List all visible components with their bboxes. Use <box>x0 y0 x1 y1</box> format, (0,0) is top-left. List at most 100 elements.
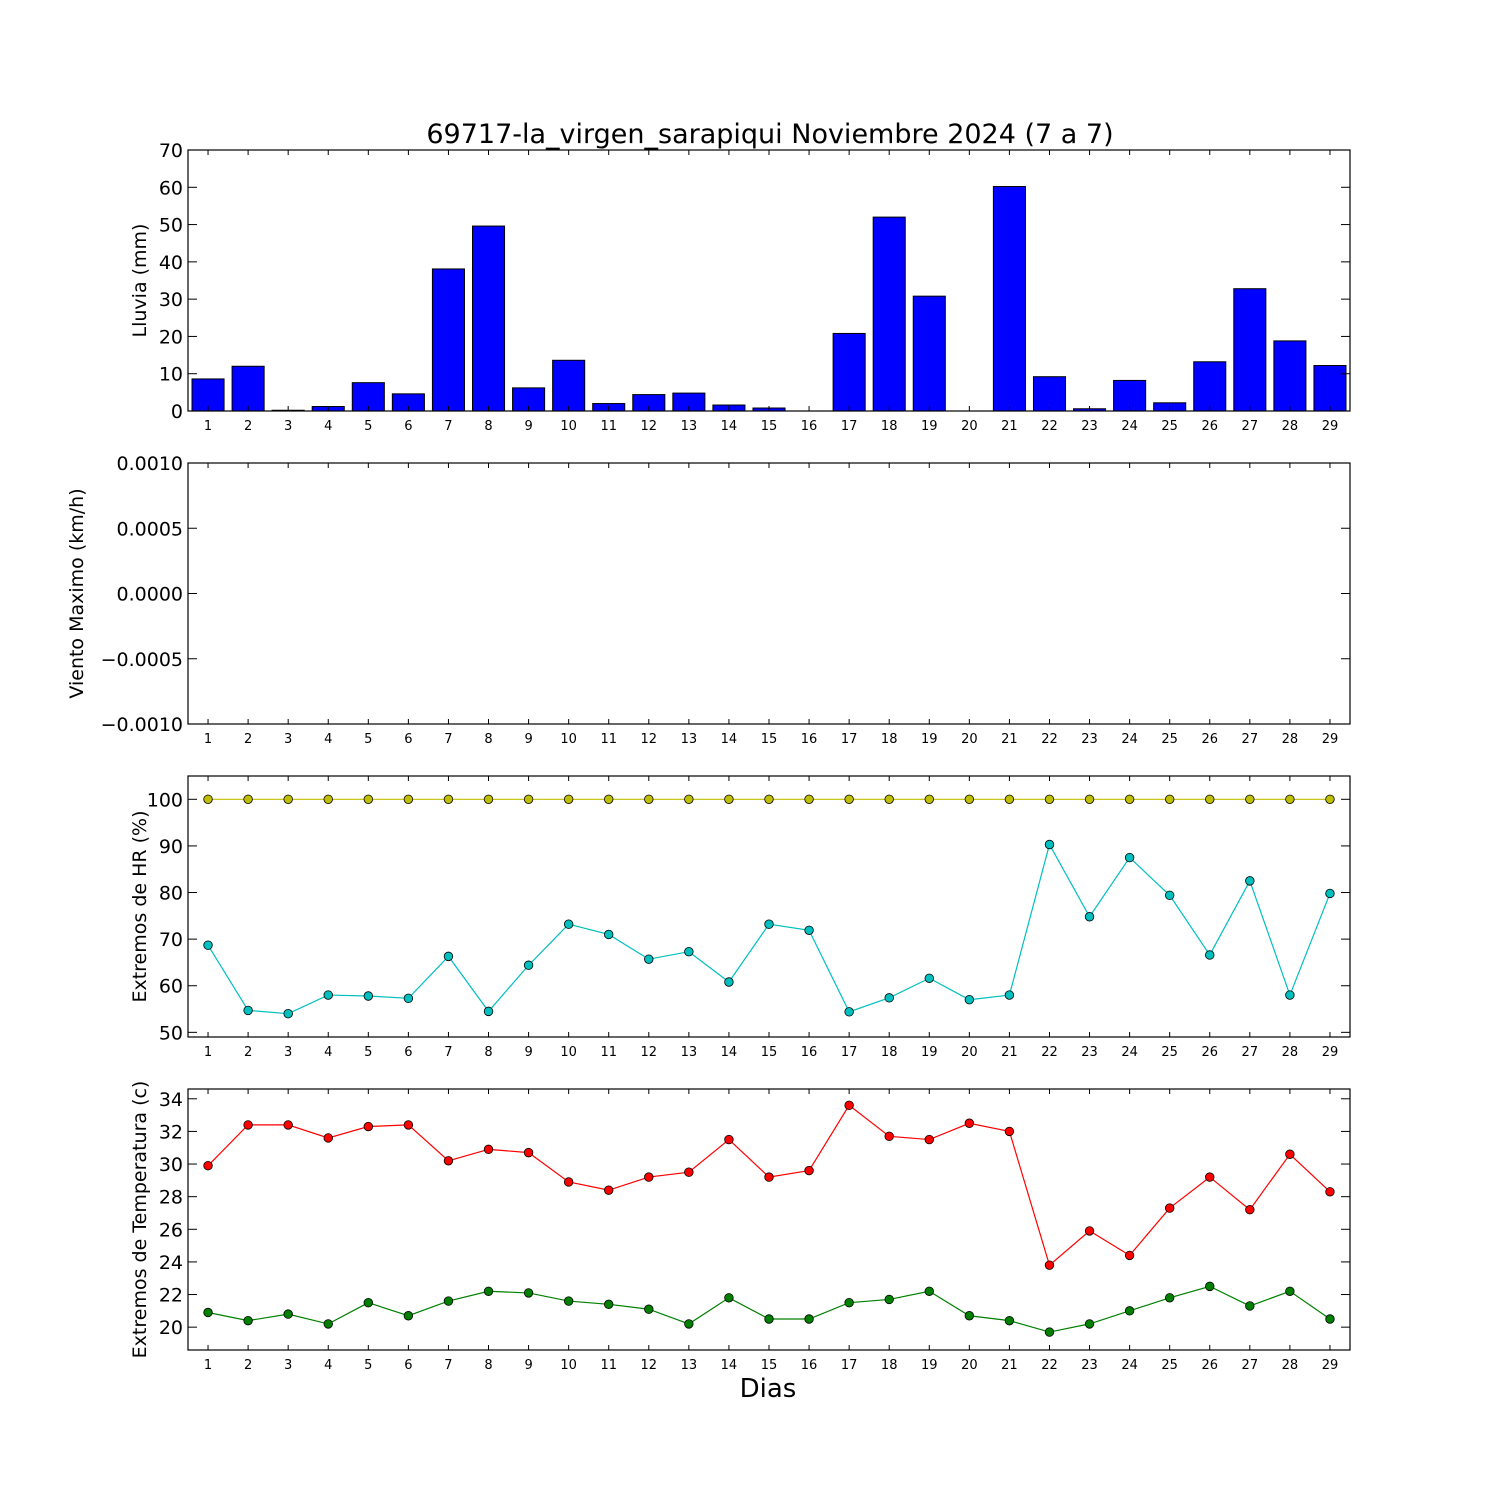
series-1-point-day-9 <box>523 794 534 805</box>
y-tick-label: 0.0000 <box>117 584 183 606</box>
y-tick-label: 30 <box>159 1154 183 1176</box>
series-1-point-day-8 <box>483 1144 494 1155</box>
y-tick-label: 20 <box>159 1317 183 1339</box>
panel-4: 1 2 3 4 5 6 7 8 9 10 11 12 13 14 15 16 17 18 19 20 21 22 23 24 2… <box>129 1081 1351 1373</box>
series-2-point-day-13 <box>684 947 694 957</box>
series-2-point-day-1 <box>203 1307 213 1318</box>
x-tick-label: 10 <box>560 419 577 434</box>
y-tick-label: 0.0010 <box>117 453 183 475</box>
x-tick-label: 12 <box>641 1045 658 1060</box>
x-tick-label: 17 <box>841 419 858 434</box>
x-tick-label: 11 <box>600 1045 617 1060</box>
x-tick-label: 10 <box>560 1045 577 1060</box>
y-tick-label: 28 <box>159 1187 183 1209</box>
series-1-point-day-3 <box>283 1120 293 1130</box>
series-2-point-day-19 <box>924 1286 934 1296</box>
y-tick-label: 40 <box>159 252 183 274</box>
panel-1: 1 2 3 4 5 6 7 8 9 10 11 12 13 14 15 16 17 18 19 20 21 22 23 24 2… <box>129 140 1351 434</box>
series-1-point-day-1 <box>203 1160 213 1171</box>
bar-day-27 <box>1233 288 1267 412</box>
x-tick-label: 2 <box>244 419 252 434</box>
x-tick-label: 20 <box>961 732 978 747</box>
series-2-point-day-9 <box>523 960 534 970</box>
series-1-point-day-4 <box>323 1133 333 1143</box>
x-tick-label: 5 <box>364 1358 372 1373</box>
x-tick-label: 29 <box>1322 732 1339 747</box>
bar-day-28 <box>1273 340 1307 412</box>
series-2-point-day-2 <box>243 1315 253 1326</box>
x-tick-label: 7 <box>444 732 452 747</box>
series-2-point-day-10 <box>563 919 574 929</box>
x-tick-label: 9 <box>524 1045 532 1060</box>
x-tick-label: 16 <box>801 419 818 434</box>
x-tick-label: 3 <box>284 419 292 434</box>
y-tick-label: 30 <box>159 289 183 311</box>
x-tick-label: 21 <box>1001 732 1018 747</box>
x-tick-label: 17 <box>841 1045 858 1060</box>
y-tick-label: 60 <box>159 177 183 199</box>
y-axis-label: Lluvia (mm) <box>129 224 151 338</box>
x-tick-label: 27 <box>1242 1045 1259 1060</box>
series-1-point-day-18 <box>884 794 894 805</box>
x-tick-label: 27 <box>1242 732 1259 747</box>
series-2-point-day-5 <box>363 991 374 1001</box>
x-tick-label: 28 <box>1282 1045 1299 1060</box>
series-2-point-day-23 <box>1084 1319 1095 1329</box>
bar-day-2 <box>231 365 265 412</box>
x-tick-label: 1 <box>204 419 212 434</box>
y-tick-label: 20 <box>159 326 183 348</box>
x-tick-label: 16 <box>801 1358 818 1373</box>
series-1-point-day-27 <box>1245 1205 1255 1215</box>
x-tick-label: 14 <box>721 419 738 434</box>
series-2-point-day-22 <box>1044 1327 1055 1337</box>
x-tick-label: 14 <box>721 732 738 747</box>
series-2-point-day-26 <box>1205 1281 1215 1292</box>
x-tick-label: 17 <box>841 732 858 747</box>
series-1-point-day-15 <box>764 1172 774 1182</box>
panels: 1 2 3 4 5 6 7 8 9 10 11 12 13 14 15 16 17 18 19 20 21 22 23 24 2… <box>66 140 1351 1373</box>
y-tick-label: 32 <box>159 1121 183 1143</box>
series-1-point-day-10 <box>563 1177 574 1187</box>
series-1-point-day-26 <box>1205 794 1215 805</box>
series-1-point-day-25 <box>1164 794 1175 805</box>
series-1-point-day-2 <box>243 794 253 805</box>
x-tick-label: 8 <box>484 419 492 434</box>
x-tick-label: 16 <box>801 732 818 747</box>
series-1-point-day-4 <box>323 794 333 805</box>
x-tick-label: 5 <box>364 419 372 434</box>
series-2-point-day-14 <box>724 977 734 987</box>
bar-day-21 <box>992 186 1026 412</box>
x-tick-label: 15 <box>761 1358 778 1373</box>
y-tick-label: 24 <box>159 1252 183 1274</box>
series-2-point-day-12 <box>644 1304 654 1314</box>
series-2-point-day-25 <box>1164 890 1175 901</box>
x-tick-label: 4 <box>324 1358 332 1373</box>
x-tick-label: 13 <box>681 419 698 434</box>
series-1-point-day-17 <box>844 1100 854 1111</box>
series-2-point-day-26 <box>1205 950 1215 960</box>
series-2-point-day-18 <box>884 993 894 1003</box>
series-1-point-day-14 <box>724 794 734 805</box>
x-tick-label: 22 <box>1041 419 1058 434</box>
x-tick-label: 16 <box>801 1045 818 1060</box>
x-tick-label: 15 <box>761 732 778 747</box>
x-tick-label: 28 <box>1282 419 1299 434</box>
series-2-point-day-11 <box>604 1299 614 1310</box>
series-1-point-day-3 <box>283 794 293 805</box>
series-2-point-day-9 <box>523 1288 534 1298</box>
series-1-point-day-2 <box>243 1120 253 1130</box>
series-1-point-day-13 <box>684 1167 694 1177</box>
series-2-point-day-7 <box>443 1296 454 1306</box>
series-1-point-day-10 <box>563 794 574 805</box>
x-tick-label: 21 <box>1001 1045 1018 1060</box>
series-2-point-day-1 <box>203 940 213 950</box>
x-tick-label: 22 <box>1041 1045 1058 1060</box>
series-1-point-day-23 <box>1084 794 1095 805</box>
series-2-point-day-4 <box>323 1319 333 1329</box>
x-tick-label: 1 <box>204 732 212 747</box>
x-tick-label: 9 <box>524 732 532 747</box>
x-tick-label: 6 <box>404 1358 412 1373</box>
x-tick-label: 4 <box>324 1045 332 1060</box>
series-2-point-day-4 <box>323 990 333 1000</box>
y-axis-label: Viento Maximo (km/h) <box>66 488 88 698</box>
